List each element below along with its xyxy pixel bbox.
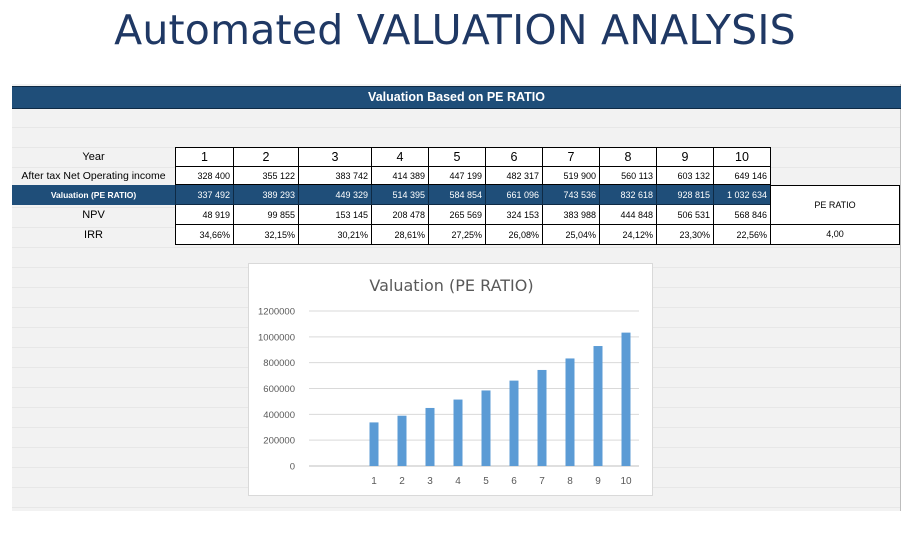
npv-cell[interactable]: 383 988 (542, 205, 600, 225)
y-tick-label: 600000 (263, 384, 295, 395)
valuation-cell[interactable]: 514 395 (371, 185, 429, 205)
irr-cell[interactable]: 30,21% (298, 225, 372, 245)
bar-1 (369, 422, 379, 466)
bar-9 (593, 346, 603, 466)
year-cell: 4 (371, 147, 429, 167)
year-cell: 9 (656, 147, 714, 167)
row-label-valuation: Valuation (PE RATIO) (12, 185, 175, 205)
income-cell[interactable]: 328 400 (175, 167, 234, 185)
x-tick-label: 4 (455, 476, 461, 487)
pe-ratio-label: PE RATIO (814, 200, 856, 210)
income-cell[interactable]: 482 317 (485, 167, 543, 185)
year-cell: 1 (175, 147, 234, 167)
row-label-irr: IRR (84, 229, 103, 241)
valuation-cell[interactable]: 661 096 (485, 185, 543, 205)
valuation-cell[interactable]: 1 032 634 (713, 185, 771, 205)
income-cell[interactable]: 414 389 (371, 167, 429, 185)
year-cell: 7 (542, 147, 600, 167)
npv-cell[interactable]: 324 153 (485, 205, 543, 225)
npv-cell[interactable]: 444 848 (599, 205, 657, 225)
y-tick-label: 0 (290, 462, 295, 473)
income-cell[interactable]: 649 146 (713, 167, 771, 185)
npv-cell[interactable]: 99 855 (233, 205, 299, 225)
year-cell: 2 (233, 147, 299, 167)
valuation-cell[interactable]: 584 854 (428, 185, 486, 205)
x-tick-label: 1 (371, 476, 377, 487)
row-label-income: After tax Net Operating income (21, 170, 166, 182)
y-tick-label: 400000 (263, 410, 295, 421)
y-tick-label: 800000 (263, 358, 295, 369)
income-cell[interactable]: 447 199 (428, 167, 486, 185)
valuation-cell[interactable]: 389 293 (233, 185, 299, 205)
row-label-year: Year (82, 151, 105, 163)
x-tick-label: 6 (511, 476, 517, 487)
irr-cell[interactable]: 23,30% (656, 225, 714, 245)
bar-10 (621, 332, 631, 466)
year-cell: 10 (713, 147, 771, 167)
x-tick-label: 9 (595, 476, 601, 487)
y-tick-label: 1200000 (258, 307, 295, 318)
irr-cell[interactable]: 34,66% (175, 225, 234, 245)
income-cell[interactable]: 519 900 (542, 167, 600, 185)
x-tick-label: 10 (620, 476, 632, 487)
irr-cell[interactable]: 28,61% (371, 225, 429, 245)
page-title: Automated VALUATION ANALYSIS (114, 6, 796, 54)
chart-title: Valuation (PE RATIO) (369, 276, 534, 295)
sheet-right-edge (900, 84, 901, 511)
x-tick-label: 2 (399, 476, 405, 487)
y-tick-label: 200000 (263, 436, 295, 447)
npv-cell[interactable]: 208 478 (371, 205, 429, 225)
income-cell[interactable]: 560 113 (599, 167, 657, 185)
irr-cell[interactable]: 27,25% (428, 225, 486, 245)
year-cell: 5 (428, 147, 486, 167)
irr-cell[interactable]: 24,12% (599, 225, 657, 245)
valuation-cell[interactable]: 928 815 (656, 185, 714, 205)
x-tick-label: 7 (539, 476, 545, 487)
irr-cell[interactable]: 25,04% (542, 225, 600, 245)
year-cell: 3 (298, 147, 372, 167)
x-tick-label: 8 (567, 476, 573, 487)
pe-ratio-label-cell: PE RATIO (770, 185, 900, 225)
valuation-cell[interactable]: 337 492 (175, 185, 234, 205)
bar-7 (537, 369, 547, 466)
npv-cell[interactable]: 568 846 (713, 205, 771, 225)
section-banner: Valuation Based on PE RATIO (12, 86, 901, 109)
npv-cell[interactable]: 506 531 (656, 205, 714, 225)
row-label-npv: NPV (82, 209, 105, 221)
pe-ratio-value: 4,00 (826, 229, 844, 239)
bar-6 (509, 380, 519, 466)
valuation-cell[interactable]: 832 618 (599, 185, 657, 205)
valuation-chart: Valuation (PE RATIO) 1200000 1000000 80000… (248, 263, 653, 496)
y-tick-label: 1000000 (258, 332, 295, 343)
irr-cell[interactable]: 32,15% (233, 225, 299, 245)
valuation-cell[interactable]: 449 329 (298, 185, 372, 205)
pe-ratio-value-cell[interactable]: 4,00 (770, 225, 900, 245)
income-cell[interactable]: 603 132 (656, 167, 714, 185)
year-cell: 8 (599, 147, 657, 167)
x-tick-label: 3 (427, 476, 433, 487)
npv-cell[interactable]: 48 919 (175, 205, 234, 225)
npv-cell[interactable]: 153 145 (298, 205, 372, 225)
year-cell: 6 (485, 147, 543, 167)
bar-8 (565, 358, 575, 466)
income-cell[interactable]: 383 742 (298, 167, 372, 185)
x-tick-label: 5 (483, 476, 489, 487)
bar-5 (481, 390, 491, 466)
bar-3 (425, 407, 435, 466)
income-cell[interactable]: 355 122 (233, 167, 299, 185)
bar-2 (397, 415, 407, 466)
npv-cell[interactable]: 265 569 (428, 205, 486, 225)
valuation-cell[interactable]: 743 536 (542, 185, 600, 205)
irr-cell[interactable]: 22,56% (713, 225, 771, 245)
bar-4 (453, 399, 463, 466)
chart-plot: 1200000 1000000 800000 600000 400000 200000 0 1… (258, 307, 639, 487)
irr-cell[interactable]: 26,08% (485, 225, 543, 245)
